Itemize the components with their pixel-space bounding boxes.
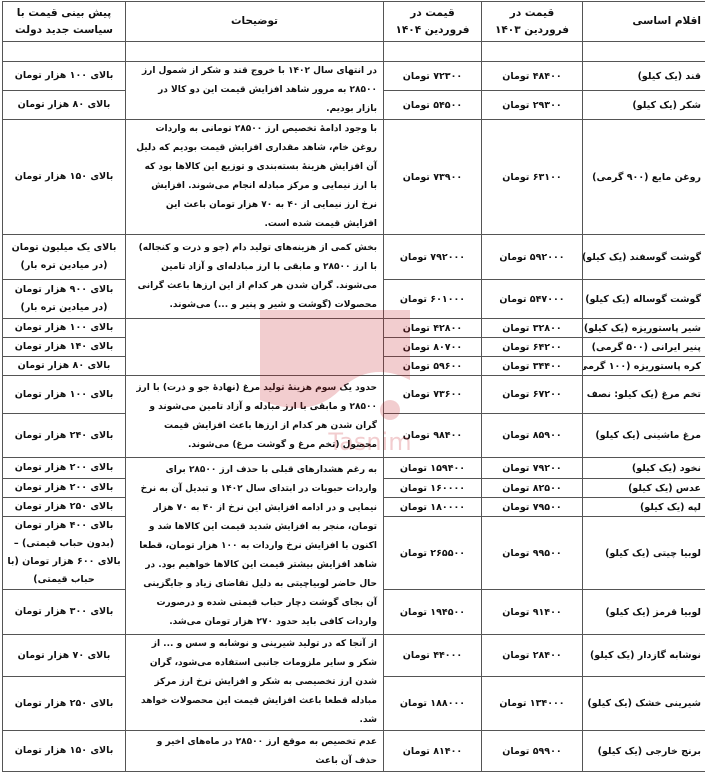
- item-name: گوشت گوساله (یک کیلو): [583, 280, 705, 319]
- price-1403: ۸۲۵۰۰ تومان: [482, 479, 583, 498]
- price-1403: ۲۸۴۰۰ تومان: [482, 635, 583, 677]
- item-name: برنج خارجی (یک کیلو): [583, 731, 705, 772]
- price-1403: ۹۱۴۰۰ تومان: [482, 590, 583, 635]
- price-1403: ۵۹۹۰۰ تومان: [482, 731, 583, 772]
- price-1404: ۴۴۰۰۰ تومان: [384, 635, 482, 677]
- price-1404: ۴۲۸۰۰ تومان: [384, 319, 482, 338]
- item-name: قند (یک کیلو): [583, 62, 705, 91]
- price-1403: ۶۷۲۰۰ تومان: [482, 376, 583, 414]
- item-name: گوشت گوسفند (یک کیلو): [583, 235, 705, 280]
- price-1404: ۲۶۵۵۰۰ تومان: [384, 517, 482, 590]
- item-name: شیر پاستوریزه (یک کیلو): [583, 319, 705, 338]
- price-1404: ۱۹۴۵۰۰ تومان: [384, 590, 482, 635]
- price-1403: ۳۲۸۰۰ تومان: [482, 319, 583, 338]
- price-1403: ۶۴۲۰۰ تومان: [482, 338, 583, 357]
- description: بخش کمی از هزینه‌های تولید دام (جو و ذرت…: [126, 235, 384, 319]
- prediction: بالای ۲۰۰ هزار تومان: [3, 479, 126, 498]
- price-1404: ۱۶۰۰۰۰ تومان: [384, 479, 482, 498]
- price-1404: ۱۸۰۰۰۰ تومان: [384, 498, 482, 517]
- price-1403: ۱۳۴۰۰۰ تومان: [482, 677, 583, 731]
- price-1403: ۷۹۲۰۰ تومان: [482, 458, 583, 479]
- prediction: بالای ۲۵۰ هزار تومان: [3, 498, 126, 517]
- prediction: بالای ۸۰ هزار تومان: [3, 357, 126, 376]
- price-1403: ۹۹۵۰۰ تومان: [482, 517, 583, 590]
- table-row: نخود (یک کیلو) ۷۹۲۰۰ تومان ۱۵۹۴۰۰ تومان …: [3, 458, 705, 479]
- header-prediction: پیش بینی قیمت با سیاست جدید دولت: [3, 2, 126, 42]
- prediction: بالای ۱۴۰ هزار تومان: [3, 338, 126, 357]
- price-1404: ۱۸۸۰۰۰ تومان: [384, 677, 482, 731]
- header-price-1404: قیمت در فروردین ۱۴۰۴: [384, 2, 482, 42]
- description: حدود یک سوم هزینهٔ تولید مرغ (نهادهٔ جو …: [126, 376, 384, 458]
- item-name: تخم مرغ (یک کیلو: نصف شانه): [583, 376, 705, 414]
- table-row: گوشت گوسفند (یک کیلو) ۵۹۲۰۰۰ تومان ۷۹۲۰۰…: [3, 235, 705, 280]
- price-1403: ۵۴۷۰۰۰ تومان: [482, 280, 583, 319]
- table-row: قند (یک کیلو) ۴۸۴۰۰ تومان ۷۲۳۰۰ تومان در…: [3, 62, 705, 91]
- table-row: روغن مایع (۹۰۰ گرمی) ۶۳۱۰۰ تومان ۷۳۹۰۰ ت…: [3, 120, 705, 235]
- price-1404: ۷۳۶۰۰ تومان: [384, 376, 482, 414]
- prediction: بالای ۲۰۰ هزار تومان: [3, 458, 126, 479]
- description: در انتهای سال ۱۴۰۲ با خروج قند و شکر از …: [126, 62, 384, 120]
- prediction: بالای ۱۵۰ هزار تومان: [3, 731, 126, 772]
- prediction: بالای یک میلیون تومان (در میادین تره بار…: [3, 235, 126, 280]
- price-1404: ۷۲۳۰۰ تومان: [384, 62, 482, 91]
- item-name: شکر (یک کیلو): [583, 91, 705, 120]
- description-empty: [126, 319, 384, 376]
- price-1404: ۶۰۱۰۰۰ تومان: [384, 280, 482, 319]
- empty-row: [3, 42, 705, 62]
- price-1404: ۷۳۹۰۰ تومان: [384, 120, 482, 235]
- price-1403: ۲۹۳۰۰ تومان: [482, 91, 583, 120]
- table-row: تخم مرغ (یک کیلو: نصف شانه) ۶۷۲۰۰ تومان …: [3, 376, 705, 414]
- price-1403: ۵۹۲۰۰۰ تومان: [482, 235, 583, 280]
- price-1403: ۸۵۹۰۰ تومان: [482, 414, 583, 458]
- item-name: لپه (یک کیلو): [583, 498, 705, 517]
- item-name: کره پاستوریزه (۱۰۰ گرمی): [583, 357, 705, 376]
- prediction: بالای ۹۰۰ هزار تومان (در میادین تره بار): [3, 280, 126, 319]
- prediction: بالای ۱۰۰ هزار تومان: [3, 376, 126, 414]
- item-name: نوشابه گازدار (یک کیلو): [583, 635, 705, 677]
- prediction: بالای ۷۰ هزار تومان: [3, 635, 126, 677]
- description: به رغم هشدارهای قبلی با حذف ارز ۲۸۵۰۰ بر…: [126, 458, 384, 635]
- price-1403: ۳۴۴۰۰ تومان: [482, 357, 583, 376]
- prediction: بالای ۱۰۰ هزار تومان: [3, 62, 126, 91]
- price-1404: ۵۹۶۰۰ تومان: [384, 357, 482, 376]
- price-1404: ۱۵۹۴۰۰ تومان: [384, 458, 482, 479]
- price-1404: ۸۰۷۰۰ تومان: [384, 338, 482, 357]
- price-1404: ۹۸۴۰۰ تومان: [384, 414, 482, 458]
- item-name: نخود (یک کیلو): [583, 458, 705, 479]
- price-1404: ۵۴۵۰۰ تومان: [384, 91, 482, 120]
- description: با وجود ادامهٔ تخصیص ارز ۲۸۵۰۰ تومانی به…: [126, 120, 384, 235]
- item-name: عدس (یک کیلو): [583, 479, 705, 498]
- prediction: بالای ۲۴۰ هزار تومان: [3, 414, 126, 458]
- price-1403: ۷۹۵۰۰ تومان: [482, 498, 583, 517]
- prediction: بالای ۱۵۰ هزار تومان: [3, 120, 126, 235]
- header-price-1403: قیمت در فروردین ۱۴۰۳: [482, 2, 583, 42]
- price-1403: ۶۳۱۰۰ تومان: [482, 120, 583, 235]
- table-row: شیر پاستوریزه (یک کیلو) ۳۲۸۰۰ تومان ۴۲۸۰…: [3, 319, 705, 338]
- table-row: نوشابه گازدار (یک کیلو) ۲۸۴۰۰ تومان ۴۴۰۰…: [3, 635, 705, 677]
- item-name: لوبیا چیتی (یک کیلو): [583, 517, 705, 590]
- header-description: توضیحات: [126, 2, 384, 42]
- price-1404: ۸۱۴۰۰ تومان: [384, 731, 482, 772]
- item-name: لوبیا قرمز (یک کیلو): [583, 590, 705, 635]
- price-1403: ۴۸۴۰۰ تومان: [482, 62, 583, 91]
- prediction: بالای ۴۰۰ هزار تومان (بدون حباب قیمتی) –…: [3, 517, 126, 590]
- header-row: اقلام اساسی قیمت در فروردین ۱۴۰۳ قیمت در…: [3, 2, 705, 42]
- item-name: پنیر ایرانی (۵۰۰ گرمی): [583, 338, 705, 357]
- price-1404: ۷۹۲۰۰۰ تومان: [384, 235, 482, 280]
- prediction: بالای ۲۵۰ هزار تومان: [3, 677, 126, 731]
- description: عدم تخصیص به موقع ارز ۲۸۵۰۰ در ماه‌های ا…: [126, 731, 384, 772]
- item-name: روغن مایع (۹۰۰ گرمی): [583, 120, 705, 235]
- prediction: بالای ۳۰۰ هزار تومان: [3, 590, 126, 635]
- table-row: برنج خارجی (یک کیلو) ۵۹۹۰۰ تومان ۸۱۴۰۰ ت…: [3, 731, 705, 772]
- header-item: اقلام اساسی: [583, 2, 705, 42]
- item-name: شیرینی خشک (یک کیلو): [583, 677, 705, 731]
- prediction: بالای ۸۰ هزار تومان: [3, 91, 126, 120]
- prediction: بالای ۱۰۰ هزار تومان: [3, 319, 126, 338]
- description: از آنجا که در تولید شیرینی و نوشابه و سس…: [126, 635, 384, 731]
- item-name: مرغ ماشینی (یک کیلو): [583, 414, 705, 458]
